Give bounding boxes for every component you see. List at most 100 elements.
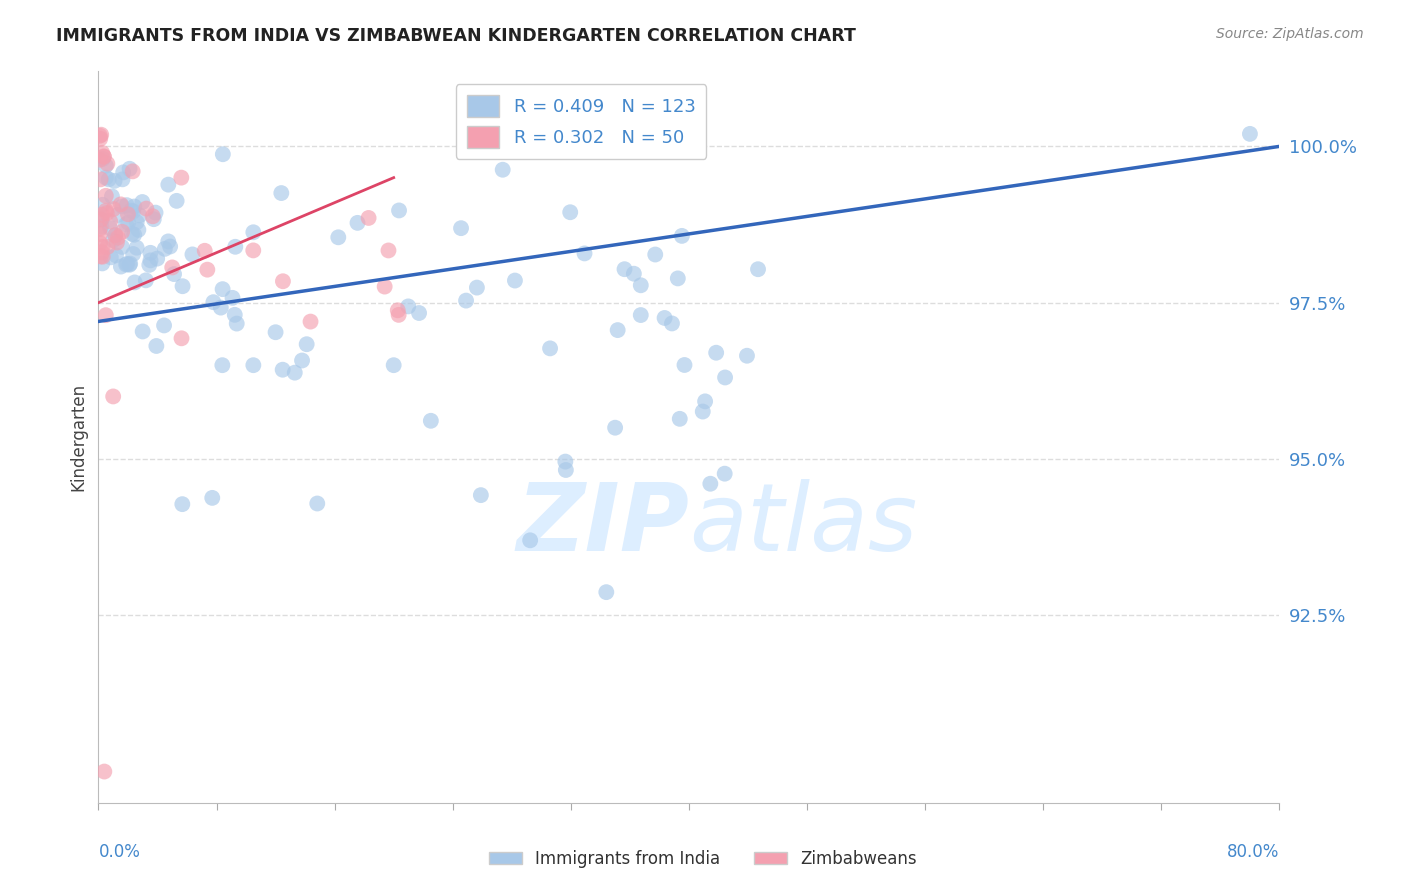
Point (96, 206, 118, 220)
Legend: R = 0.409   N = 123, R = 0.302   N = 50: R = 0.409 N = 123, R = 0.302 N = 50 (456, 84, 706, 159)
Point (209, 301, 232, 315)
Point (104, 248, 127, 262)
Point (103, 174, 125, 188)
Point (145, 205, 167, 219)
Point (162, 260, 183, 275)
Point (115, 218, 138, 232)
Point (224, 308, 246, 322)
Point (124, 276, 146, 290)
Point (122, 247, 145, 261)
Point (613, 262, 636, 277)
Point (202, 295, 225, 310)
Point (93, 150, 115, 164)
Point (91, 212, 114, 227)
Text: IMMIGRANTS FROM INDIA VS ZIMBABWEAN KINDERGARTEN CORRELATION CHART: IMMIGRANTS FROM INDIA VS ZIMBABWEAN KIND… (56, 27, 856, 45)
Point (89, 235, 111, 250)
Point (713, 467, 735, 481)
Point (105, 235, 128, 250)
Point (111, 199, 134, 213)
Point (145, 339, 167, 353)
Point (560, 205, 582, 219)
Point (382, 358, 405, 372)
Point (100, 250, 122, 264)
Point (103, 233, 125, 247)
Point (120, 257, 142, 271)
Point (125, 241, 148, 255)
Point (295, 337, 318, 351)
Point (554, 463, 576, 477)
Point (374, 279, 396, 293)
Point (139, 245, 162, 260)
Point (450, 221, 472, 235)
Point (211, 147, 233, 161)
Point (221, 291, 243, 305)
Point (139, 253, 162, 268)
Point (131, 194, 153, 209)
Point (110, 260, 132, 274)
Point (264, 325, 287, 339)
Point (606, 323, 628, 337)
Text: atlas: atlas (689, 479, 917, 570)
Point (127, 223, 149, 237)
Point (115, 198, 138, 212)
Point (595, 585, 617, 599)
Legend: Immigrants from India, Zimbabweans: Immigrants from India, Zimbabweans (482, 844, 924, 875)
Point (91, 250, 114, 264)
Point (89, 131, 111, 145)
Point (142, 212, 165, 227)
Point (91, 152, 114, 166)
Point (93, 149, 115, 163)
Point (125, 215, 148, 229)
Point (492, 162, 515, 177)
Point (284, 366, 307, 380)
Point (170, 170, 193, 185)
Point (121, 164, 143, 178)
Point (138, 258, 160, 272)
Point (118, 258, 141, 272)
Point (673, 358, 696, 372)
Point (454, 293, 477, 308)
Point (90, 250, 112, 264)
Point (271, 362, 294, 376)
Point (91, 145, 114, 160)
Point (668, 412, 690, 426)
Point (93, 764, 115, 779)
Point (96, 156, 118, 170)
Point (503, 274, 526, 288)
Point (90, 212, 112, 227)
Point (163, 267, 186, 281)
Point (671, 228, 693, 243)
Point (94, 203, 117, 218)
Point (201, 491, 224, 505)
Point (104, 228, 127, 243)
Point (94, 170, 117, 185)
Point (225, 317, 247, 331)
Point (118, 161, 141, 176)
Point (419, 414, 441, 428)
Point (90, 172, 112, 186)
Point (465, 280, 488, 294)
Point (94, 188, 117, 202)
Point (661, 317, 683, 331)
Point (166, 194, 188, 208)
Point (172, 497, 194, 511)
Point (170, 331, 193, 345)
Point (104, 228, 127, 243)
Point (291, 353, 314, 368)
Text: ZIP: ZIP (516, 479, 689, 571)
Point (194, 244, 217, 258)
Point (377, 244, 399, 258)
Point (89, 227, 111, 241)
Point (98, 221, 121, 235)
Point (714, 370, 737, 384)
Point (122, 204, 145, 219)
Point (307, 496, 329, 510)
Point (623, 267, 645, 281)
Text: 0.0%: 0.0% (98, 843, 141, 861)
Text: 80.0%: 80.0% (1227, 843, 1279, 861)
Point (117, 216, 139, 230)
Point (103, 389, 125, 403)
Point (90, 245, 112, 260)
Point (211, 358, 233, 372)
Point (120, 203, 142, 218)
